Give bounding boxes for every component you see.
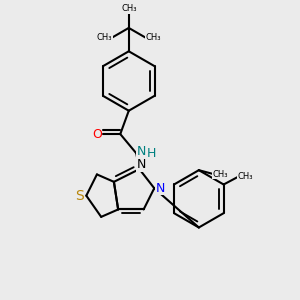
Text: N: N <box>137 158 146 171</box>
Text: CH₃: CH₃ <box>212 170 228 179</box>
Text: N: N <box>137 145 146 158</box>
Text: CH₃: CH₃ <box>145 33 161 42</box>
Text: N: N <box>156 182 165 195</box>
Text: H: H <box>146 147 156 160</box>
Text: CH₃: CH₃ <box>97 33 112 42</box>
Text: CH₃: CH₃ <box>237 172 253 181</box>
Text: S: S <box>76 189 84 202</box>
Text: CH₃: CH₃ <box>121 4 136 13</box>
Text: O: O <box>92 128 102 141</box>
